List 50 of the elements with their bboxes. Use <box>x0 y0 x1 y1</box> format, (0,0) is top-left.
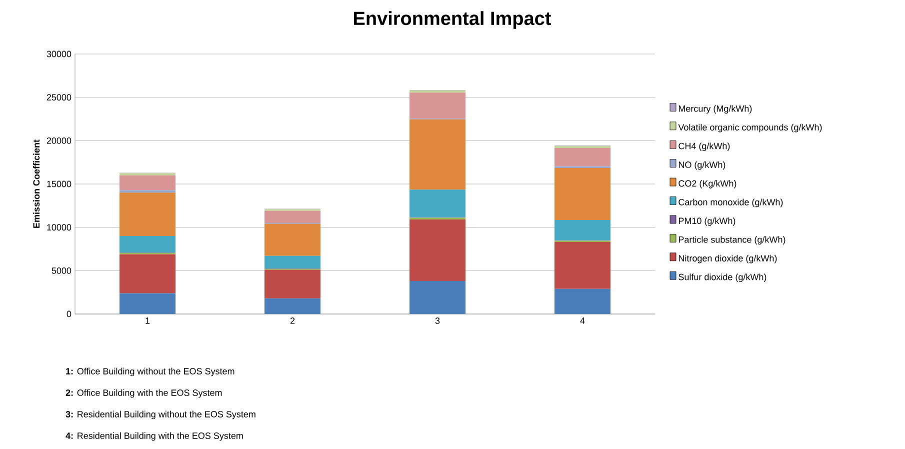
bar <box>120 192 176 236</box>
bar <box>554 242 610 289</box>
bar <box>264 298 321 314</box>
text: 1: Office Building without the EOS System <box>66 368 234 376</box>
bar <box>264 210 321 223</box>
y-tick-label: 10000 <box>47 224 72 231</box>
x-tick-label: 3 <box>435 318 440 324</box>
y-tick-label: 5000 <box>52 267 72 274</box>
x-tick-label: 2 <box>290 318 295 324</box>
y-tick-label: 30000 <box>46 50 72 58</box>
legend-label: Sulfur dioxide (g/kWh) <box>678 274 766 282</box>
legend-label: Volatile organic compounds (g/kWh) <box>678 124 822 132</box>
legend-label: Nitrogen dioxide (g/kWh) <box>678 254 777 264</box>
bar <box>410 190 466 218</box>
bar <box>264 270 321 298</box>
chart-title: Environmental Impact <box>354 11 551 29</box>
bar <box>554 146 610 148</box>
y-tick-label: 0 <box>66 310 72 318</box>
bar <box>410 281 466 314</box>
legend-label: Particle substance (g/kWh) <box>678 236 786 245</box>
x-tick-label: 4 <box>580 318 585 324</box>
text: 3: Residential Building without the EOS System <box>66 410 256 420</box>
text: 4: Residential Building with the EOS System <box>66 432 243 441</box>
bar <box>410 92 466 119</box>
bar <box>410 220 466 282</box>
y-tick-label: 25000 <box>46 94 72 101</box>
bar <box>554 220 610 240</box>
bar <box>120 236 176 252</box>
bar <box>264 224 321 256</box>
text: 2: Office Building with the EOS System <box>66 389 222 398</box>
bar <box>410 119 466 190</box>
legend-label: PM10 (g/kWh) <box>678 217 736 226</box>
bar <box>554 288 610 314</box>
legend-label: Mercury (Mg/kWh) <box>678 105 752 114</box>
legend-label: Carbon monoxide (g/kWh) <box>678 198 783 208</box>
bar <box>554 168 610 220</box>
bar <box>410 90 466 93</box>
y-tick-label: 20000 <box>46 137 72 144</box>
bar <box>120 254 176 294</box>
legend-label: CH4 (g/kWh) <box>678 142 730 151</box>
bar <box>120 190 176 193</box>
y-axis-title: Emission Coefficient <box>32 140 40 228</box>
bar <box>554 148 610 166</box>
legend-label: CO2 (Kg/kWh) <box>678 180 736 188</box>
bar <box>264 256 321 268</box>
bar <box>120 293 176 314</box>
legend-label: NO (g/kWh) <box>678 161 726 170</box>
y-tick-label: 15000 <box>47 180 72 188</box>
x-tick-label: 1 <box>146 318 150 324</box>
bar <box>120 175 176 190</box>
